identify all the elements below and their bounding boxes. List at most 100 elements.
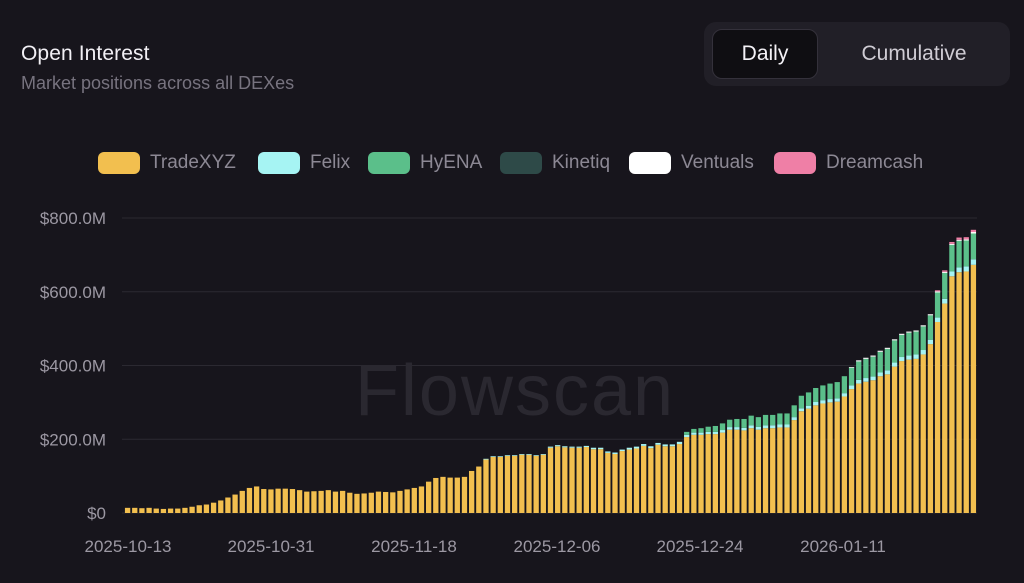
- bar-stack[interactable]: [203, 504, 210, 513]
- bar-stack[interactable]: [160, 508, 167, 513]
- bar-stack[interactable]: [662, 444, 668, 513]
- bar-stack[interactable]: [755, 417, 762, 513]
- bar-stack[interactable]: [863, 357, 869, 513]
- bar-stack[interactable]: [325, 490, 331, 513]
- bar-stack[interactable]: [970, 229, 977, 513]
- bar-stack[interactable]: [404, 489, 410, 513]
- bar-stack[interactable]: [934, 290, 941, 513]
- bar-stack[interactable]: [512, 455, 518, 513]
- bar-stack[interactable]: [942, 270, 948, 513]
- bar-stack[interactable]: [884, 347, 891, 513]
- bar-stack[interactable]: [153, 508, 159, 513]
- legend-item-dreamcash[interactable]: Dreamcash: [774, 150, 923, 176]
- bar-stack[interactable]: [332, 491, 339, 513]
- bar-stack[interactable]: [540, 454, 546, 513]
- bar-stack[interactable]: [791, 405, 797, 513]
- bar-stack[interactable]: [390, 492, 396, 513]
- bar-stack[interactable]: [225, 497, 231, 513]
- bar-stack[interactable]: [899, 333, 905, 513]
- bar-stack[interactable]: [469, 470, 475, 513]
- bar-stack[interactable]: [827, 383, 833, 514]
- bar-stack[interactable]: [562, 446, 568, 513]
- bar-stack[interactable]: [483, 458, 489, 513]
- legend-item-ventuals[interactable]: Ventuals: [629, 150, 754, 176]
- bar-stack[interactable]: [891, 339, 898, 513]
- bar-stack[interactable]: [834, 382, 840, 513]
- bar-stack[interactable]: [633, 446, 640, 513]
- bar-stack[interactable]: [576, 446, 582, 513]
- bar-stack[interactable]: [877, 350, 883, 513]
- bar-stack[interactable]: [705, 426, 711, 513]
- bar-stack[interactable]: [519, 454, 525, 513]
- bar-stack[interactable]: [361, 493, 367, 513]
- bar-stack[interactable]: [318, 490, 324, 514]
- bar-stack[interactable]: [598, 447, 604, 513]
- bar-stack[interactable]: [447, 477, 453, 513]
- bar-stack[interactable]: [913, 330, 919, 513]
- bar-stack[interactable]: [906, 331, 912, 513]
- bar-stack[interactable]: [848, 366, 855, 513]
- bar-stack[interactable]: [963, 237, 969, 513]
- bar-stack[interactable]: [232, 494, 238, 513]
- bar-stack[interactable]: [920, 325, 926, 513]
- bar-stack[interactable]: [641, 444, 647, 513]
- bar-stack[interactable]: [547, 446, 554, 513]
- bar-stack[interactable]: [311, 491, 317, 513]
- bar-stack[interactable]: [569, 446, 575, 513]
- bar-stack[interactable]: [605, 451, 611, 513]
- bar-stack[interactable]: [784, 413, 790, 513]
- bar-stack[interactable]: [805, 392, 812, 513]
- bar-stack[interactable]: [841, 376, 848, 513]
- bar-stack[interactable]: [146, 507, 152, 513]
- bar-stack[interactable]: [189, 506, 195, 513]
- bar-stack[interactable]: [777, 413, 783, 513]
- bar-stack[interactable]: [590, 447, 597, 513]
- bar-stack[interactable]: [440, 476, 446, 513]
- bar-stack[interactable]: [555, 445, 561, 513]
- bar-stack[interactable]: [770, 414, 776, 513]
- bar-stack[interactable]: [282, 488, 288, 513]
- bar-stack[interactable]: [798, 395, 805, 513]
- bar-stack[interactable]: [418, 486, 425, 513]
- bar-stack[interactable]: [734, 418, 740, 513]
- legend-item-tradexyz[interactable]: TradeXYZ: [98, 150, 236, 176]
- bar-stack[interactable]: [762, 414, 769, 513]
- bar-stack[interactable]: [949, 241, 955, 513]
- bar-stack[interactable]: [132, 507, 138, 513]
- bar-stack[interactable]: [139, 508, 145, 513]
- bar-stack[interactable]: [719, 423, 726, 513]
- bar-stack[interactable]: [375, 491, 382, 513]
- bar-stack[interactable]: [268, 489, 274, 513]
- bar-stack[interactable]: [289, 489, 296, 513]
- bar-stack[interactable]: [275, 488, 281, 513]
- bar-stack[interactable]: [748, 415, 754, 513]
- bar-stack[interactable]: [676, 441, 683, 513]
- bar-stack[interactable]: [354, 493, 360, 513]
- bar-stack[interactable]: [956, 237, 962, 513]
- bar-stack[interactable]: [648, 446, 654, 513]
- bar-stack[interactable]: [712, 425, 719, 513]
- bar-stack[interactable]: [253, 486, 260, 513]
- bar-stack[interactable]: [669, 444, 675, 513]
- daily-toggle-button[interactable]: Daily: [712, 29, 818, 79]
- bar-stack[interactable]: [182, 507, 188, 513]
- bar-stack[interactable]: [583, 445, 589, 513]
- bar-stack[interactable]: [655, 442, 661, 513]
- legend-item-kinetiq[interactable]: Kinetiq: [500, 150, 610, 176]
- bar-stack[interactable]: [218, 500, 224, 513]
- bar-stack[interactable]: [476, 466, 482, 513]
- bar-stack[interactable]: [490, 456, 496, 513]
- bar-stack[interactable]: [339, 490, 346, 514]
- bar-stack[interactable]: [856, 360, 862, 513]
- bar-stack[interactable]: [741, 418, 747, 513]
- bar-stack[interactable]: [296, 490, 303, 513]
- bar-stack[interactable]: [210, 502, 217, 513]
- bar-stack[interactable]: [433, 477, 439, 513]
- bar-stack[interactable]: [698, 428, 704, 513]
- bar-stack[interactable]: [347, 492, 353, 513]
- bar-stack[interactable]: [727, 419, 733, 513]
- bar-stack[interactable]: [684, 431, 690, 513]
- bar-stack[interactable]: [368, 492, 374, 513]
- bar-stack[interactable]: [397, 490, 403, 514]
- bar-stack[interactable]: [612, 452, 618, 513]
